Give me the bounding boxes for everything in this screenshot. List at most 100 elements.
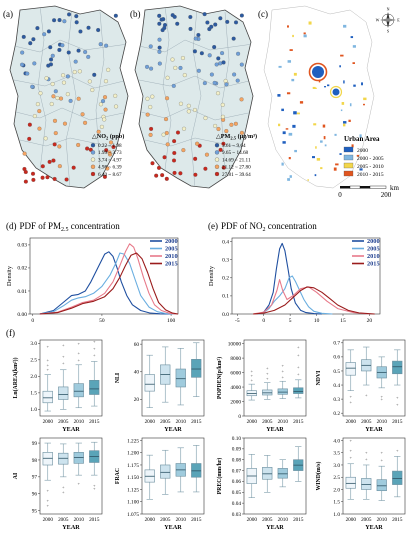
panel-a-legend-title-unit: (ppb) <box>108 133 124 140</box>
box-nli-box-2010 <box>175 368 186 388</box>
urban-patch <box>359 168 363 171</box>
box-wind-ytick-label: 2.5 <box>333 475 340 481</box>
panel-b-point <box>178 171 183 176</box>
panel-d-ytick-label: 0.00 <box>17 312 27 318</box>
panel-a-point <box>71 165 76 170</box>
panel-b-legend-title-sub: 2.5 <box>230 136 236 141</box>
panel-d-legend-label: 2000 <box>165 238 178 245</box>
panel-b-point <box>202 81 207 86</box>
panel-c-legend-swatch <box>343 162 354 169</box>
panel-a-point <box>92 72 97 77</box>
panel-a-point <box>64 177 69 182</box>
panel-d-series-2015 <box>39 252 179 315</box>
panel-b-point <box>171 158 177 163</box>
panel-b-point <box>235 78 240 83</box>
box-wind-box-2015 <box>392 470 403 485</box>
panel-b-legend-swatch <box>214 164 220 169</box>
box-wind-outlier: + <box>349 438 352 443</box>
box-frac-ytick-label: 1.150 <box>127 475 139 481</box>
box-ndvi-xtick-label: 2015 <box>392 419 403 425</box>
panel-b-point <box>157 37 162 42</box>
box-ndvi-outlier: + <box>380 397 383 402</box>
panel-b-point <box>175 130 181 135</box>
box-frac-xtick-label: 2015 <box>191 517 202 523</box>
panel-a-point <box>114 104 119 109</box>
panel-d-xtick-label: 0 <box>31 318 34 324</box>
box-area-xtick-label: 2015 <box>89 419 100 425</box>
box-area-outlier: + <box>77 351 80 356</box>
panel-b-point <box>225 19 230 24</box>
box-wind-xtick-label: 2015 <box>392 517 403 523</box>
panel-b-point <box>221 141 226 146</box>
box-wind-outlier: + <box>380 458 383 463</box>
box-popden-outlier: + <box>266 371 269 376</box>
box-area-plot-area <box>39 339 103 417</box>
panel-a-point <box>72 70 77 75</box>
panel-a-point <box>96 28 101 33</box>
panel-a-point <box>38 91 43 96</box>
panel-a-point <box>42 32 47 37</box>
panel-b-point <box>236 51 241 56</box>
box-ai-outlier: + <box>93 483 96 488</box>
panel-b-point <box>224 129 229 134</box>
urban-patch <box>343 80 345 84</box>
panel-a-legend-swatch <box>90 150 96 155</box>
panel-d-series-2005 <box>39 252 174 315</box>
box-area-box-2000 <box>42 390 53 404</box>
panel-a-point <box>44 76 49 81</box>
urban-patch <box>313 123 317 126</box>
panel-b-point <box>150 94 155 99</box>
urban-patch-beijing-growth <box>308 62 328 82</box>
box-popden-ytick-label: 4000 <box>230 385 241 391</box>
box-prec-xtick-label: 2015 <box>293 517 304 523</box>
panel-b-point <box>172 170 177 175</box>
urban-patch <box>293 111 297 115</box>
panel-a-map: (a) △NO2 (ppb) 0.22 ~ 1.981.99 ~ 3.733.7… <box>3 5 129 189</box>
panel-b-point <box>145 96 150 101</box>
box-nli-ytick-label: 60 <box>134 342 140 348</box>
box-area-ytick-label: 1.5 <box>30 391 37 397</box>
panel-a-legend-label: 6.40 ~ 8.67 <box>98 172 122 178</box>
panel-a-point <box>67 12 72 17</box>
panel-a-legend-label: 4.98 ~ 6.39 <box>98 165 122 171</box>
panel-b-point <box>148 132 153 137</box>
panel-f-boxplots: 1.01.52.02.53.0++++2000+++2005+++2010+++… <box>12 339 406 531</box>
box-area-chart: 1.01.52.02.53.0++++2000+++2005+++2010+++… <box>12 339 103 433</box>
panel-a-point <box>49 101 54 107</box>
compass-s: S <box>387 29 389 34</box>
box-frac-xtick-label: 2010 <box>176 517 187 523</box>
panel-b-point <box>154 173 159 178</box>
box-frac-ytick-label: 1.100 <box>127 500 139 506</box>
panel-a-point <box>48 45 53 50</box>
panel-a-point <box>103 107 108 112</box>
panel-a-point <box>52 118 58 123</box>
box-area-xtick-label: 2000 <box>43 419 54 425</box>
urban-patch <box>343 121 347 124</box>
panel-b-point <box>203 166 208 171</box>
box-prec-ytick-label: 0.05 <box>232 490 242 496</box>
box-area-outlier: + <box>46 357 49 362</box>
panel-d-series-2000 <box>39 251 172 315</box>
box-nli-xtick-label: 2005 <box>160 419 171 425</box>
panel-a-point <box>20 62 25 67</box>
panel-c-urban-patches <box>277 21 367 181</box>
panel-a-point <box>74 20 79 25</box>
panel-a-point <box>28 41 33 46</box>
panel-b-legend-triangle: △ <box>216 133 221 140</box>
panel-a-point <box>27 122 32 127</box>
panel-a-point <box>68 98 73 103</box>
panel-b-point <box>157 21 162 26</box>
box-ndvi-xtick-label: 2005 <box>361 419 372 425</box>
panel-a-point <box>27 136 32 141</box>
panel-b-point <box>229 122 234 127</box>
box-wind-xtick-label: 2010 <box>377 517 388 523</box>
panel-b-point <box>212 45 217 50</box>
box-wind-outlier: + <box>365 450 368 455</box>
panel-a-point <box>30 84 35 89</box>
box-nli-xlabel: YEAR <box>164 426 182 433</box>
panel-e-ytick-label: 0.0 <box>222 312 229 318</box>
panel-e-legend-label: 2000 <box>367 238 380 245</box>
panel-b-point <box>202 12 207 17</box>
box-area-ytick-label: 2.5 <box>30 358 37 364</box>
urban-patch <box>351 144 354 148</box>
